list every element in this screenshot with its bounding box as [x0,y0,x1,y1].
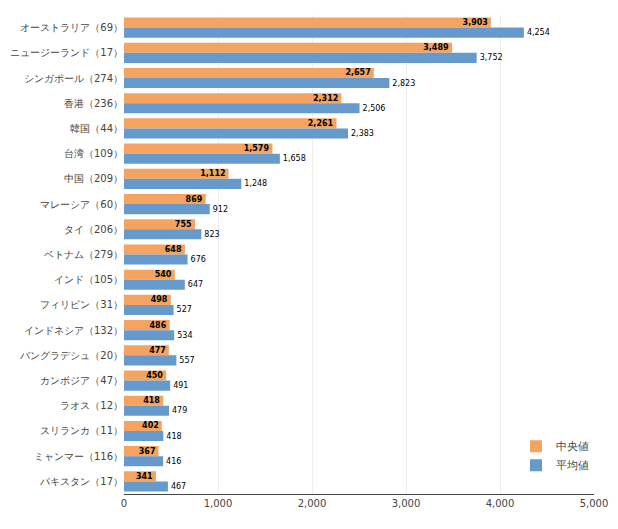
svg-text:中国（209）: 中国（209） [64,173,123,184]
svg-text:2,261: 2,261 [308,119,334,128]
svg-text:ニュージーランド（17）: ニュージーランド（17） [10,47,123,58]
svg-text:2,312: 2,312 [313,94,338,103]
svg-text:367: 367 [139,447,156,456]
svg-text:2,383: 2,383 [351,129,374,138]
svg-text:0: 0 [121,498,127,509]
svg-text:4,254: 4,254 [527,28,550,37]
svg-text:ベトナム（279）: ベトナム（279） [44,249,123,260]
svg-text:479: 479 [172,406,187,415]
svg-text:2,823: 2,823 [392,79,415,88]
svg-text:869: 869 [186,195,203,204]
svg-text:1,248: 1,248 [244,179,267,188]
svg-text:498: 498 [151,295,168,304]
svg-text:2,657: 2,657 [345,68,370,77]
svg-text:タイ（206）: タイ（206） [64,224,123,235]
svg-text:オーストラリア（69）: オーストラリア（69） [20,22,123,33]
svg-text:527: 527 [177,305,192,314]
svg-text:2,000: 2,000 [298,498,327,509]
svg-text:416: 416 [166,457,181,466]
svg-text:1,000: 1,000 [204,498,233,509]
svg-text:ラオス（12）: ラオス（12） [60,400,123,411]
svg-text:平均値: 平均値 [556,459,589,472]
svg-text:418: 418 [143,396,160,405]
svg-text:1,579: 1,579 [244,144,270,153]
svg-text:402: 402 [142,421,159,430]
svg-text:534: 534 [177,331,192,340]
svg-text:477: 477 [149,346,166,355]
svg-text:バングラデシュ（20）: バングラデシュ（20） [19,350,123,361]
svg-text:486: 486 [150,321,167,330]
svg-text:540: 540 [155,270,172,279]
svg-text:1,112: 1,112 [200,169,225,178]
svg-text:パキスタン（17）: パキスタン（17） [39,476,123,487]
svg-text:3,489: 3,489 [423,43,449,52]
svg-text:カンボジア（47）: カンボジア（47） [40,375,123,386]
svg-text:823: 823 [204,230,219,239]
svg-text:912: 912 [213,205,228,214]
svg-text:台湾（109）: 台湾（109） [64,148,123,159]
svg-text:648: 648 [165,245,182,254]
svg-text:2,506: 2,506 [363,104,386,113]
svg-text:インドネシア（132）: インドネシア（132） [24,325,123,336]
svg-text:インド（105）: インド（105） [54,274,123,285]
svg-text:418: 418 [166,432,181,441]
svg-text:647: 647 [188,280,203,289]
svg-text:491: 491 [173,381,188,390]
svg-text:1,658: 1,658 [283,154,306,163]
svg-text:マレーシア（60）: マレーシア（60） [40,199,123,210]
svg-text:3,752: 3,752 [480,53,503,62]
svg-text:5,000: 5,000 [580,498,609,509]
svg-text:韓国（44）: 韓国（44） [70,123,123,134]
svg-text:450: 450 [146,371,163,380]
svg-text:4,000: 4,000 [486,498,515,509]
svg-text:中央値: 中央値 [556,440,589,453]
svg-text:467: 467 [171,482,186,491]
svg-text:3,000: 3,000 [392,498,421,509]
svg-text:フィリピン（31）: フィリピン（31） [40,299,123,310]
svg-text:ミャンマー（116）: ミャンマー（116） [34,451,123,462]
svg-text:557: 557 [179,356,194,365]
svg-text:シンガポール（274）: シンガポール（274） [24,73,123,84]
svg-text:341: 341 [136,472,153,481]
svg-text:676: 676 [191,255,206,264]
svg-text:3,903: 3,903 [463,18,488,27]
svg-text:香港（236）: 香港（236） [64,98,123,109]
svg-text:スリランカ（11）: スリランカ（11） [40,425,123,436]
svg-text:755: 755 [175,220,192,229]
